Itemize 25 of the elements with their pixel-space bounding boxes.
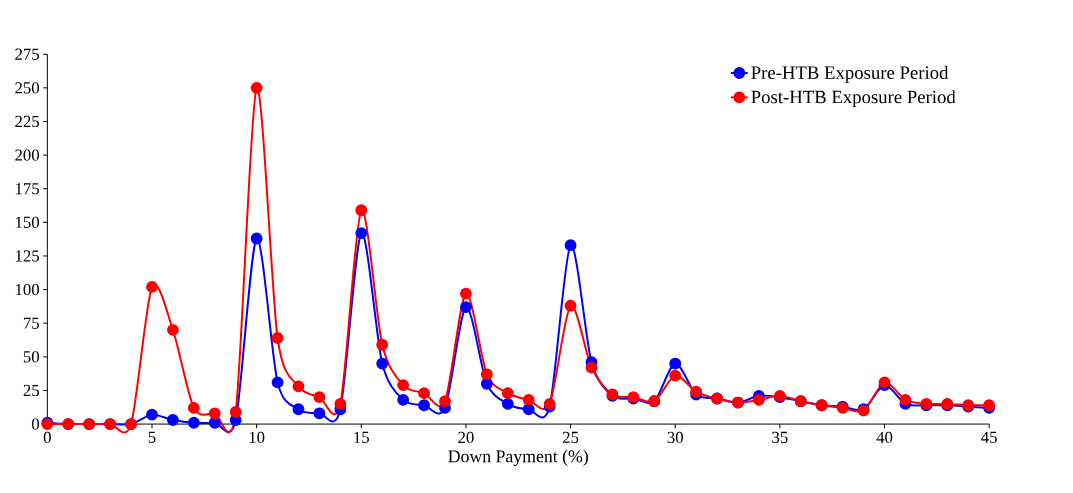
x-axis-title: Down Payment (%) xyxy=(448,449,588,466)
y-tick-label: 50 xyxy=(23,351,40,363)
y-tick-label: 0 xyxy=(31,418,40,430)
x-tick-label: 45 xyxy=(981,431,997,443)
x-tick-label: 0 xyxy=(43,431,51,444)
x-tick-label: 30 xyxy=(667,431,683,444)
y-tick-label: 175 xyxy=(15,183,39,195)
x-tick-label: 5 xyxy=(148,431,156,443)
legend-label: Pre-HTB Exposure Period xyxy=(751,65,949,83)
y-tick-label: 200 xyxy=(15,149,40,161)
x-tick-label: 10 xyxy=(249,431,265,444)
y-tick-label: 225 xyxy=(15,115,39,128)
legend-label: Post-HTB Exposure Period xyxy=(751,90,956,108)
y-tick-label: 250 xyxy=(15,82,40,94)
x-tick-label: 20 xyxy=(458,431,474,444)
x-tick-label: 40 xyxy=(876,431,893,444)
y-tick-label: 75 xyxy=(23,317,39,329)
x-tick-label: 15 xyxy=(354,431,370,443)
y-tick-label: 125 xyxy=(15,250,39,262)
y-tick-label: 150 xyxy=(15,216,40,228)
x-tick-label: 25 xyxy=(562,431,579,443)
y-tick-label: 275 xyxy=(15,48,39,60)
y-tick-label: 25 xyxy=(23,384,39,397)
x-tick-label: 35 xyxy=(772,431,788,443)
y-tick-label: 100 xyxy=(15,283,40,296)
